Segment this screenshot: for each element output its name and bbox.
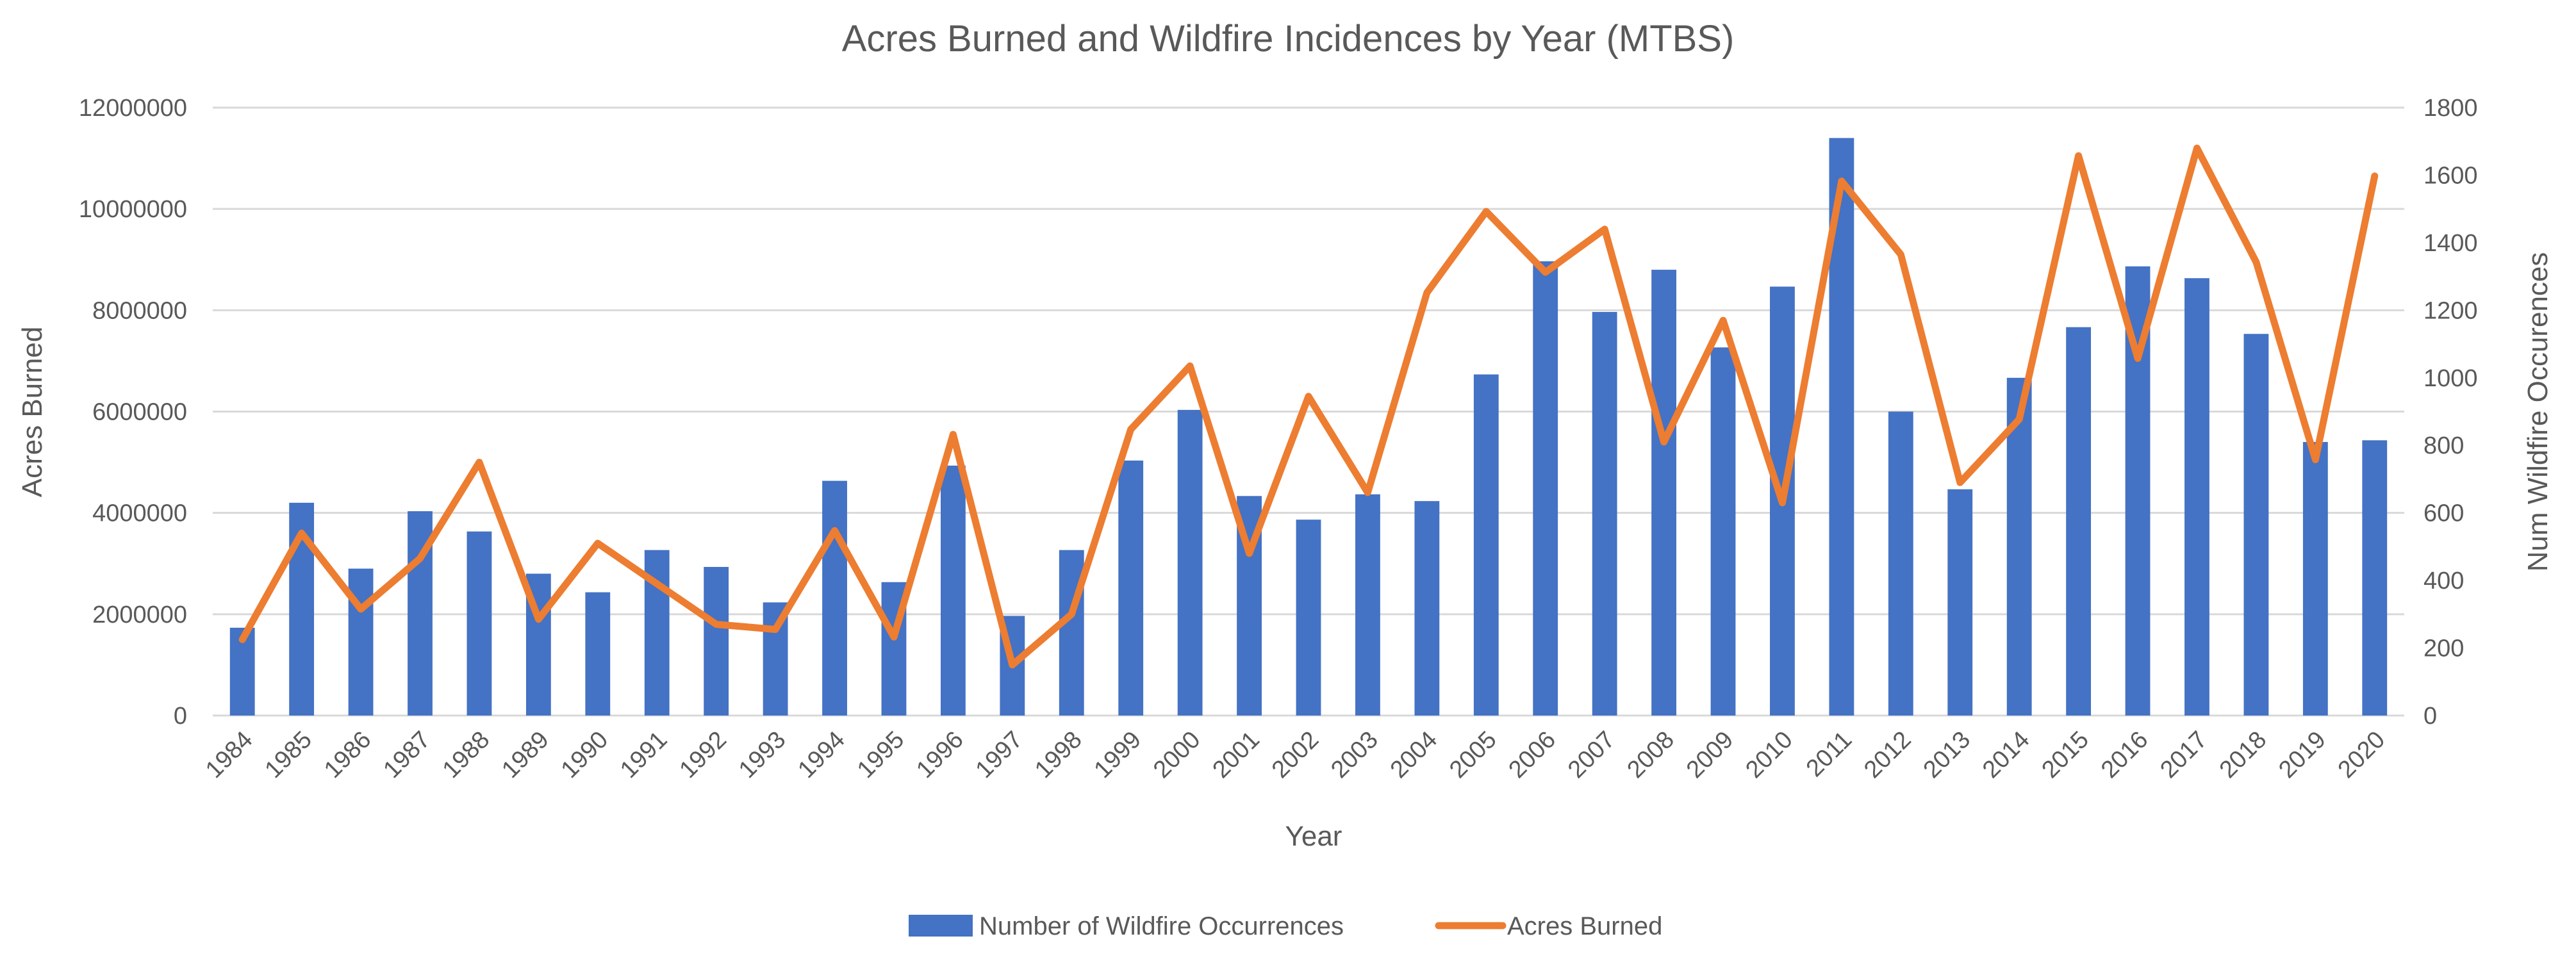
y-left-tick-label: 0 [174, 703, 187, 730]
y-left-tick-label: 6000000 [92, 399, 187, 426]
y-right-tick-label: 200 [2423, 635, 2464, 662]
bar-series [229, 138, 2388, 716]
y-right-tick-label: 1600 [2423, 162, 2478, 189]
y-right-tick-label: 1800 [2423, 95, 2478, 122]
bar-2009 [1710, 347, 1736, 716]
y-right-tick-label: 600 [2423, 500, 2464, 527]
bar-2007 [1592, 311, 1617, 716]
line-series [238, 144, 2379, 669]
legend: Number of Wildfire Occurrences Acres Bur… [909, 912, 1662, 940]
right-axis-ticks: 0 200 400 600 800 1000 1200 1400 1600 1800 [2423, 95, 2478, 730]
legend-label-bar: Number of Wildfire Occurrences [979, 912, 1344, 940]
y-left-tick-label: 2000000 [92, 602, 187, 628]
bar-1986 [348, 568, 374, 716]
y-left-tick-label: 4000000 [92, 500, 187, 527]
bar-1999 [1118, 460, 1144, 716]
bar-2008 [1651, 270, 1677, 716]
y-left-tick-label: 8000000 [92, 297, 187, 324]
y-right-tick-label: 1000 [2423, 365, 2478, 392]
y-right-tick-label: 0 [2423, 703, 2437, 730]
bar-2018 [2243, 334, 2269, 716]
bar-1996 [940, 465, 966, 716]
bar-2012 [1888, 411, 1913, 716]
bar-2020 [2362, 440, 2388, 716]
bar-2017 [2184, 278, 2209, 716]
bar-2000 [1177, 409, 1203, 716]
bar-1990 [585, 592, 611, 716]
y-right-tick-label: 400 [2423, 568, 2464, 594]
acres-burned-line [238, 144, 2379, 669]
bar-2019 [2302, 441, 2328, 716]
bar-1998 [1059, 550, 1084, 716]
y-right-tick-label: 1200 [2423, 297, 2478, 324]
y-left-tick-label: 12000000 [79, 95, 187, 122]
bar-2003 [1355, 494, 1380, 716]
bar-2004 [1414, 501, 1440, 716]
y-left-tick-label: 10000000 [79, 196, 187, 223]
bar-2015 [2066, 327, 2092, 716]
bar-2014 [2006, 377, 2032, 716]
legend-swatch-bar [909, 915, 973, 937]
bar-1988 [466, 531, 492, 716]
chart-title: Acres Burned and Wildfire Incidences by … [842, 18, 1735, 60]
bar-2013 [1947, 489, 1973, 716]
y-right-tick-label: 1400 [2423, 230, 2478, 257]
left-axis-ticks: 0 2000000 4000000 6000000 8000000 10000000 120… [79, 95, 187, 730]
y-axis-right-title: Num Wildfire Occurences [2522, 252, 2554, 572]
legend-label-line: Acres Burned [1507, 912, 1662, 940]
y-axis-left-title: Acres Burned [17, 327, 48, 498]
bar-2002 [1296, 520, 1321, 716]
bar-1994 [822, 480, 847, 716]
x-axis-title: Year [1285, 821, 1342, 852]
bar-2005 [1473, 374, 1499, 716]
y-right-tick-label: 800 [2423, 432, 2464, 459]
bar-1992 [704, 567, 729, 716]
bar-2006 [1533, 261, 1558, 716]
